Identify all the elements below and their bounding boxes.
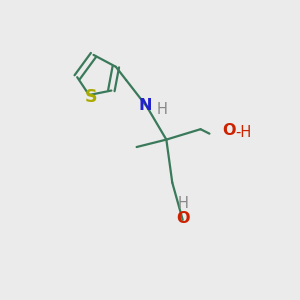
Text: H: H (178, 196, 189, 211)
Text: O: O (176, 211, 190, 226)
Text: N: N (139, 98, 152, 113)
Text: S: S (84, 88, 97, 106)
Text: O: O (222, 123, 236, 138)
Text: -H: -H (235, 125, 251, 140)
Text: H: H (157, 102, 167, 117)
